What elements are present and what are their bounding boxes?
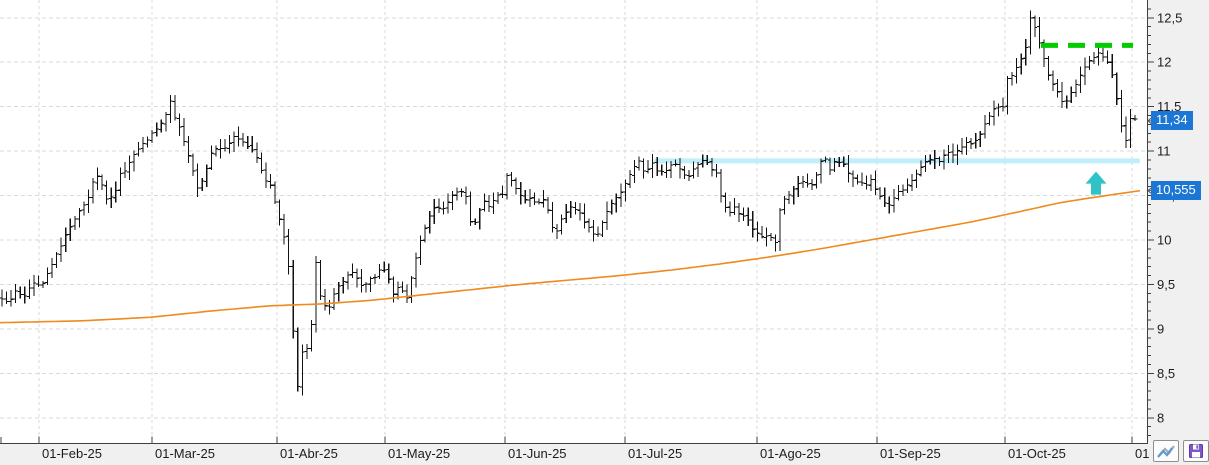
x-tick-label: 01-Jul-25 bbox=[628, 446, 682, 461]
axes bbox=[0, 0, 1154, 444]
buy-arrow-marker-drawing[interactable] bbox=[1085, 171, 1107, 195]
y-tick-label: 8,5 bbox=[1157, 366, 1175, 381]
x-tick-label: 01-Sep-25 bbox=[880, 446, 941, 461]
y-tick-label: 12,5 bbox=[1157, 10, 1182, 25]
ohlc-price-bars bbox=[0, 10, 1138, 396]
moving-average-line bbox=[0, 189, 1141, 324]
y-axis-panel bbox=[1147, 0, 1209, 465]
x-axis-panel bbox=[0, 443, 1209, 465]
x-tick-label: 01-Oct-25 bbox=[1008, 446, 1066, 461]
support-band-drawing[interactable] bbox=[654, 158, 1140, 164]
y-tick-label: 11 bbox=[1157, 144, 1171, 159]
y-tick-label: 10 bbox=[1157, 233, 1171, 248]
x-tick-label: 01-Feb-25 bbox=[42, 446, 102, 461]
x-tick-label: 01-Jun-25 bbox=[508, 446, 567, 461]
x-tick-label: 01-Abr-25 bbox=[280, 446, 338, 461]
x-tick-label: 01-Ago-25 bbox=[760, 446, 821, 461]
moving-average-axis-tag: 10,555 bbox=[1151, 181, 1201, 201]
y-tick-label: 11,5 bbox=[1157, 99, 1181, 114]
zigzag-line-icon bbox=[1157, 445, 1175, 458]
gridlines bbox=[0, 0, 1146, 443]
floppy-disk-icon bbox=[1189, 444, 1203, 458]
x-tick-label: 01 bbox=[1135, 446, 1149, 461]
y-tick-label: 12 bbox=[1157, 55, 1171, 70]
x-tick-label: 01-Mar-25 bbox=[155, 446, 215, 461]
y-tick-label: 9 bbox=[1157, 321, 1164, 336]
x-tick-label: 01-May-25 bbox=[388, 446, 450, 461]
y-tick-label: 9,5 bbox=[1157, 277, 1175, 292]
last-price-axis-tag: 11,34 bbox=[1151, 111, 1193, 131]
y-tick-label: 8 bbox=[1157, 410, 1164, 425]
plot-area[interactable] bbox=[0, 0, 1147, 443]
save-button[interactable] bbox=[1183, 440, 1209, 462]
indicator-style-button[interactable] bbox=[1153, 440, 1179, 462]
